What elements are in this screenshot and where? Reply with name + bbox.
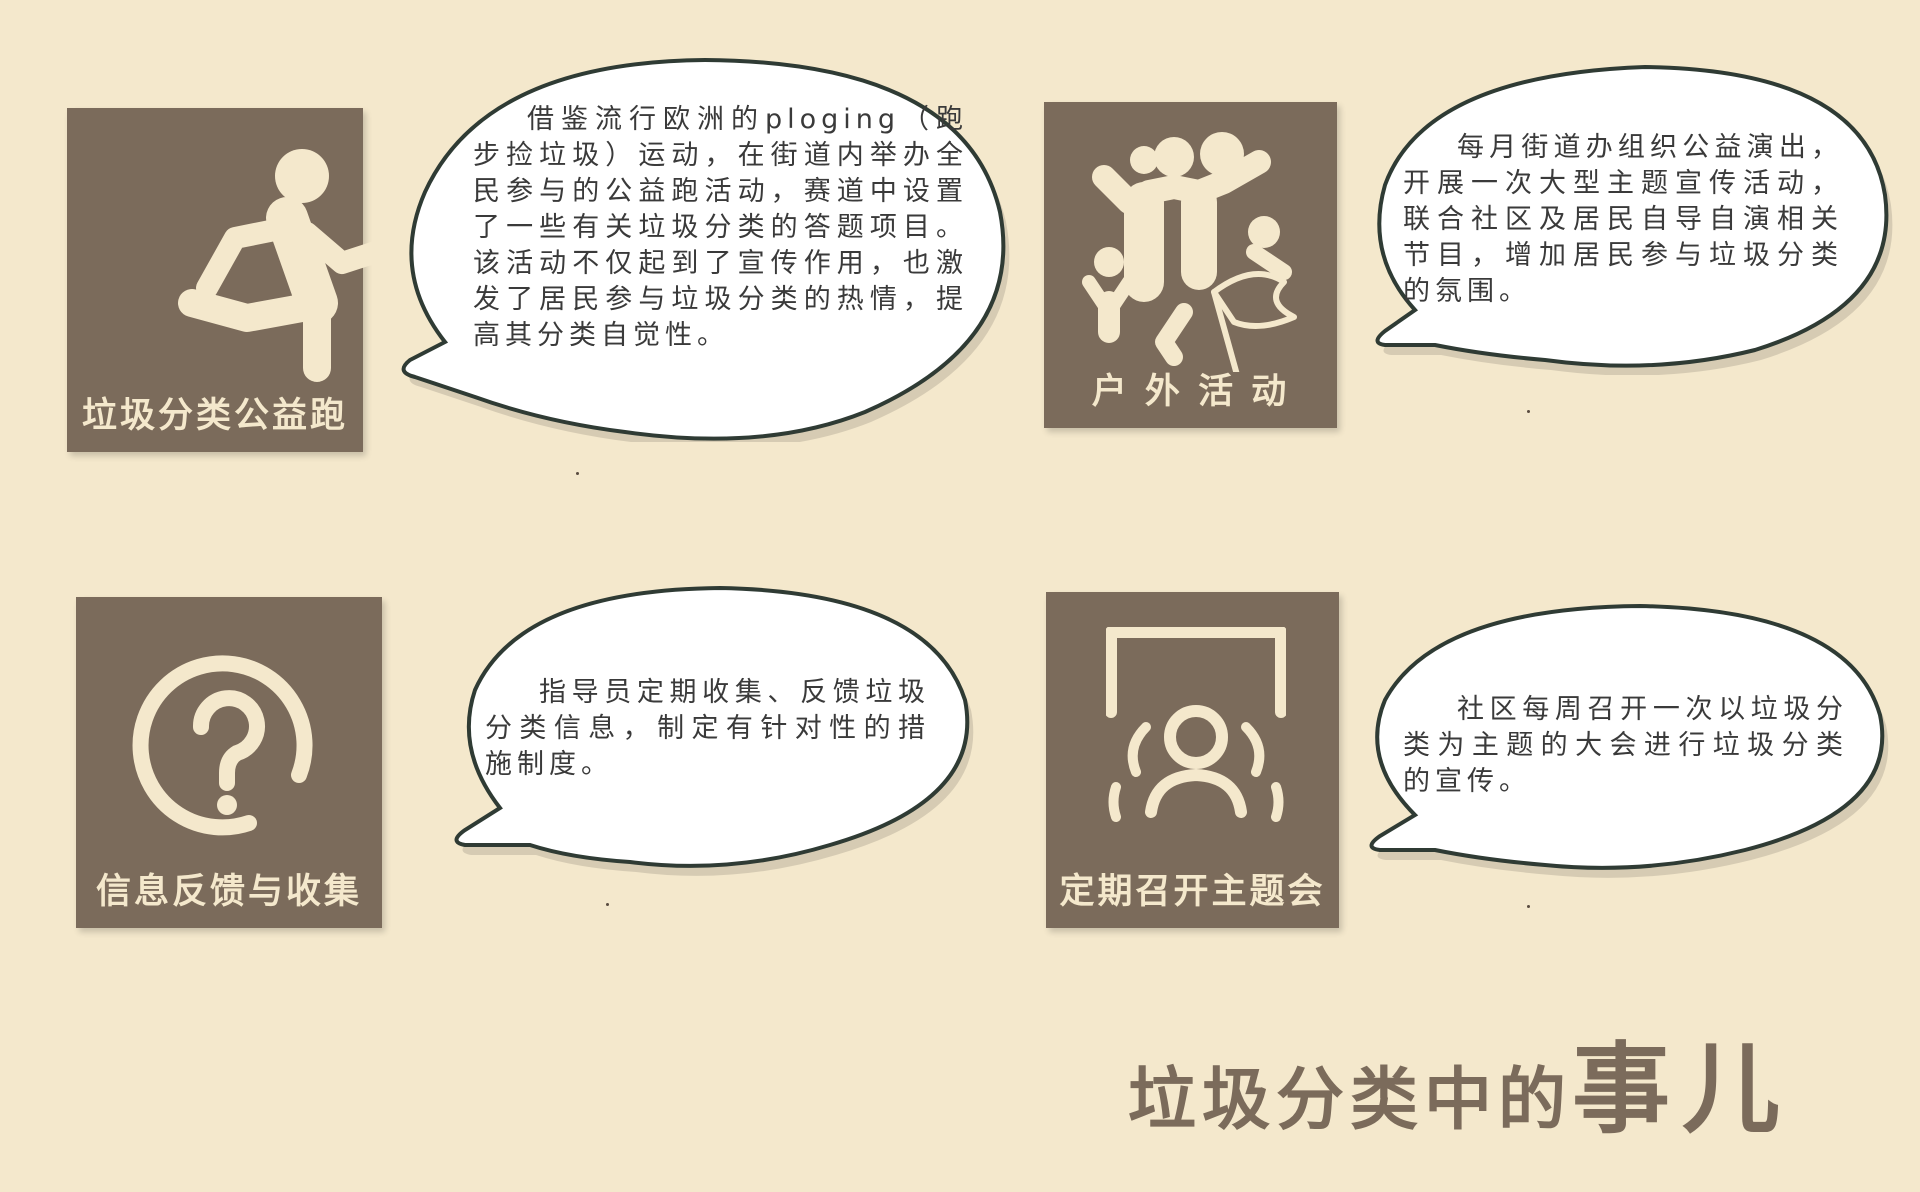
bubble-text: 每月街道办组织公益演出，开展一次大型主题宣传活动，联合社区及居民自导自演相关节目… [1403, 132, 1843, 307]
bubble-text: 借鉴流行欧洲的ploging（跑步捡垃圾）运动，在街道内举办全民参与的公益跑活动… [473, 104, 968, 351]
card-charity-run: 垃圾分类公益跑 [67, 108, 393, 452]
card-outdoor-activity: 户 外 活 动 [1044, 102, 1337, 428]
card-label: 垃圾分类公益跑 [81, 396, 348, 436]
speech-bubble-feedback: 指导员定期收集、反馈垃圾分类信息，制定有针对性的措施制度。 [440, 580, 985, 880]
card-label: 信息反馈与收集 [95, 872, 362, 912]
card-info-feedback: 信息反馈与收集 [76, 597, 382, 928]
title-part-1: 垃圾分类中的 [1128, 1061, 1573, 1140]
speech-bubble-outdoor: 每月街道办组织公益演出，开展一次大型主题宣传活动，联合社区及居民自导自演相关节目… [1355, 55, 1905, 375]
page-title: 垃圾分类中的事儿 [1128, 1010, 1792, 1152]
question-mark-circle-icon [129, 645, 329, 845]
speck [1527, 410, 1530, 413]
speck [1527, 905, 1530, 908]
bubble-text: 指导员定期收集、反馈垃圾分类信息，制定有针对性的措施制度。 [485, 677, 930, 780]
title-part-2: 事儿 [1572, 1033, 1793, 1147]
speech-bubble-charity-run: 借鉴流行欧洲的ploging（跑步捡垃圾）运动，在街道内举办全民参与的公益跑活动… [385, 42, 1020, 442]
card-theme-meeting: 定期召开主题会 [1046, 592, 1339, 928]
speck [576, 472, 579, 475]
running-person-icon [167, 138, 417, 408]
card-label: 户 外 活 动 [1091, 372, 1290, 412]
bubble-text: 社区每周召开一次以垃圾分类为主题的大会进行垃圾分类的宣传。 [1403, 694, 1848, 797]
card-label: 定期召开主题会 [1059, 872, 1326, 912]
meeting-people-icon [1105, 626, 1287, 827]
celebrating-crowd-icon [1074, 132, 1314, 385]
speck [606, 903, 609, 906]
speech-bubble-meeting: 社区每周召开一次以垃圾分类为主题的大会进行垃圾分类的宣传。 [1355, 600, 1900, 880]
